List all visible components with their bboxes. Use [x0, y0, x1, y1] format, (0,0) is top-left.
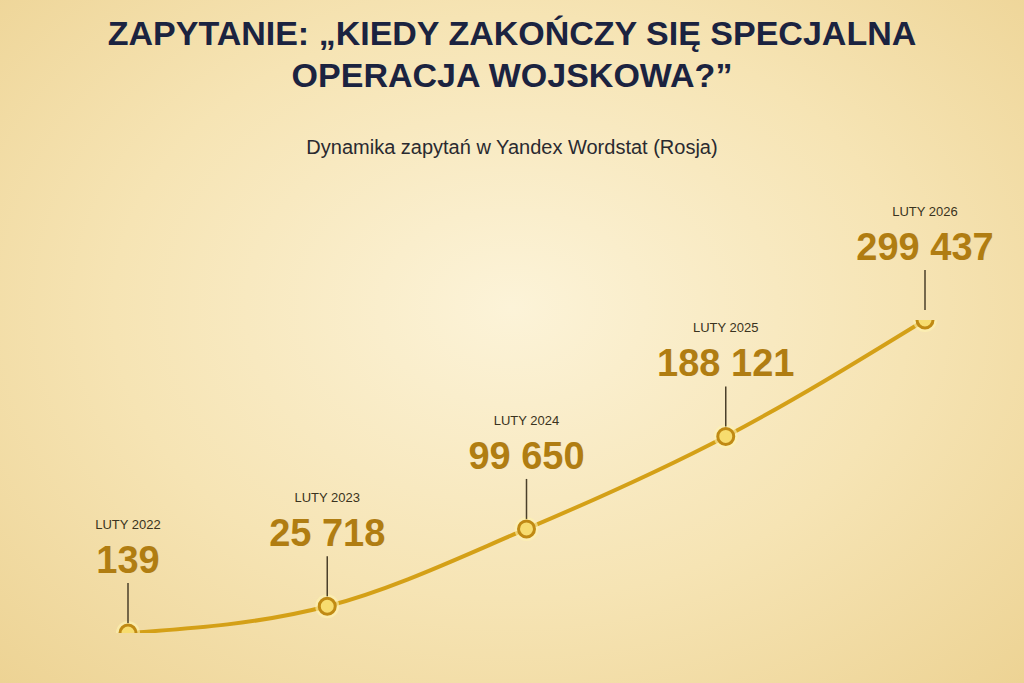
svg-text:25 718: 25 718	[269, 512, 385, 554]
svg-text:299 437: 299 437	[856, 226, 993, 268]
svg-text:LUTY 2023: LUTY 2023	[294, 490, 360, 505]
html-text:ZAPYTANIE: „KIEDY ZAKOŃCZY SIĘ: ZAPYTANIE: „KIEDY ZAKOŃCZY SIĘ SPECJALNA…	[107, 14, 917, 94]
svg-text:139: 139	[96, 539, 159, 581]
svg-text:LUTY 2026: LUTY 2026	[892, 204, 958, 219]
svg-text:99 650: 99 650	[468, 435, 584, 477]
svg-text:LUTY 2024: LUTY 2024	[494, 413, 560, 428]
svg-text:LUTY 2025: LUTY 2025	[693, 320, 759, 335]
html-text:Dynamika zapytań w Yandex Word: Dynamika zapytań w Yandex Wordstat (Rosj…	[306, 136, 718, 158]
svg-text:LUTY 2022: LUTY 2022	[95, 517, 161, 532]
svg-text:188 121: 188 121	[657, 342, 794, 384]
